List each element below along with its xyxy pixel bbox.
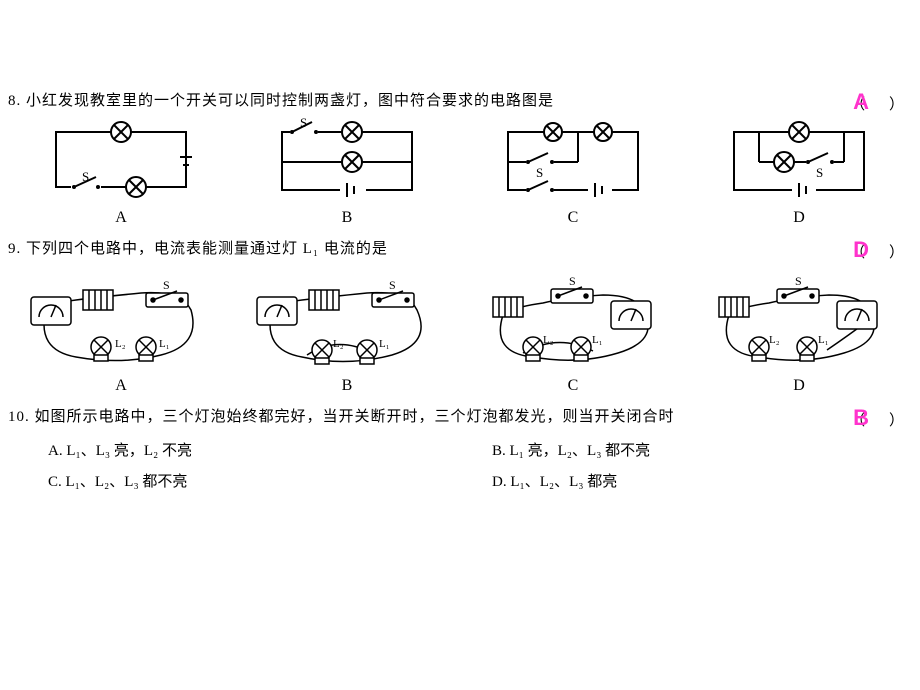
q9-answer-slot: （D） <box>850 237 912 263</box>
option-A: A. L₁、L₃ 亮，L₂ 不亮 <box>48 439 468 460</box>
option-D: D. L₁、L₂、L₃ 都亮 <box>492 470 912 491</box>
label-A: A <box>115 209 127 227</box>
switch-label: S <box>82 169 89 184</box>
label-B: B <box>342 377 353 395</box>
q10-answer: B <box>853 405 869 430</box>
close-paren: ） <box>889 96 912 113</box>
q10-text: 10. 如图所示电路中，三个灯泡始终都完好，当开关断开时，三个灯泡都发光，则当开… <box>8 405 912 429</box>
svg-text:L₁: L₁ <box>818 334 829 346</box>
label-C: C <box>568 209 579 227</box>
q8-body: 小红发现教室里的一个开关可以同时控制两盏灯，图中符合要求的电路图是 <box>26 93 554 109</box>
svg-text:S: S <box>795 274 802 288</box>
option-C: C. L₁、L₂、L₃ 都不亮 <box>48 470 468 491</box>
label-C: C <box>568 377 579 395</box>
switch-label: S <box>300 117 307 130</box>
circuit-photo-D: S L₂ L₁ <box>699 265 899 375</box>
svg-text:L₂: L₂ <box>769 334 780 346</box>
circuit-photo-C: S L₂ L₁ <box>473 265 673 375</box>
realistic-circuit-A: S L₂ L₁ A <box>21 265 221 395</box>
question-9: 9. 下列四个电路中，电流表能测量通过灯 L₁ 电流的是 （D） <box>0 233 920 401</box>
circuit-photo-A: S L₂ L₁ <box>21 265 221 375</box>
q8-number: 8. <box>8 93 21 109</box>
svg-text:S: S <box>389 278 396 292</box>
q9-number: 9. <box>8 241 21 257</box>
question-10: 10. 如图所示电路中，三个灯泡始终都完好，当开关断开时，三个灯泡都发光，则当开… <box>0 401 920 495</box>
q9-answer: D <box>853 237 869 262</box>
svg-text:S: S <box>569 274 576 288</box>
circuit-photo-B: S L₂ L₁ <box>247 265 447 375</box>
label-A: A <box>115 377 127 395</box>
realistic-circuit-D: S L₂ L₁ D <box>699 265 899 395</box>
q9-text: 9. 下列四个电路中，电流表能测量通过灯 L₁ 电流的是 <box>8 237 912 261</box>
q10-body: 如图所示电路中，三个灯泡始终都完好，当开关断开时，三个灯泡都发光，则当开关闭合时 <box>35 409 675 425</box>
q9-body: 下列四个电路中，电流表能测量通过灯 L₁ 电流的是 <box>26 241 388 257</box>
question-8: 8. 小红发现教室里的一个开关可以同时控制两盏灯，图中符合要求的电路图是 （A） <box>0 85 920 233</box>
q10-number: 10. <box>8 409 30 425</box>
realistic-circuit-C: S L₂ L₁ C <box>473 265 673 395</box>
svg-text:L₂: L₂ <box>333 338 344 350</box>
label-D: D <box>793 209 805 227</box>
svg-text:S: S <box>163 278 170 292</box>
q8-text: 8. 小红发现教室里的一个开关可以同时控制两盏灯，图中符合要求的电路图是 <box>8 89 912 113</box>
circuit-diagram-A: S <box>36 117 206 207</box>
circuit-diagram-D: S <box>714 117 884 207</box>
q10-answer-slot: （B） <box>850 405 912 431</box>
circuit-diagram-C: S <box>488 117 658 207</box>
circuit-B: S B <box>262 117 432 227</box>
svg-text:L₂: L₂ <box>115 338 126 350</box>
svg-text:L₂: L₂ <box>543 334 554 346</box>
svg-text:L₁: L₁ <box>159 338 170 350</box>
svg-text:L₁: L₁ <box>592 334 603 346</box>
q10-options: A. L₁、L₃ 亮，L₂ 不亮 B. L₁ 亮，L₂、L₃ 都不亮 C. L₁… <box>8 439 912 491</box>
circuit-C: S C <box>488 117 658 227</box>
switch-label: S <box>816 165 823 180</box>
option-B: B. L₁ 亮，L₂、L₃ 都不亮 <box>492 439 912 460</box>
circuit-A: S A <box>36 117 206 227</box>
q8-answer: A <box>853 89 869 114</box>
circuit-D: S D <box>714 117 884 227</box>
q8-figures: S A <box>8 117 912 227</box>
q9-figures: S L₂ L₁ A <box>8 265 912 395</box>
switch-label: S <box>536 165 543 180</box>
label-D: D <box>793 377 805 395</box>
realistic-circuit-B: S L₂ L₁ B <box>247 265 447 395</box>
q8-answer-slot: （A） <box>850 89 912 115</box>
label-B: B <box>342 209 353 227</box>
circuit-diagram-B: S <box>262 117 432 207</box>
svg-text:L₁: L₁ <box>379 338 390 350</box>
